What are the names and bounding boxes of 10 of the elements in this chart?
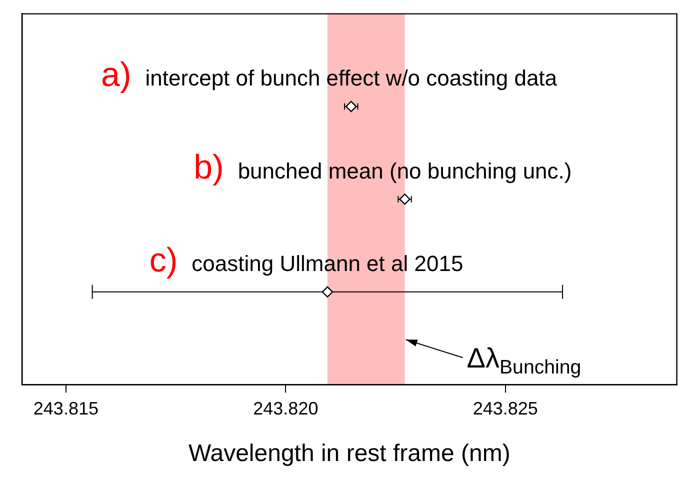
series-label: intercept of bunch effect w/o coasting data — [145, 66, 558, 91]
x-axis-title: Wavelength in rest frame (nm) — [188, 440, 510, 468]
x-tick-label: 243.815 — [33, 398, 98, 418]
series-label: bunched mean (no bunching unc.) — [238, 158, 572, 184]
x-tick-label: 243.825 — [472, 398, 538, 418]
annotation: a) — [101, 56, 132, 94]
annotation: b) — [194, 148, 224, 187]
series-label: coasting Ullmann et al 2015 — [192, 250, 464, 276]
x-tick-label: 243.820 — [253, 398, 318, 418]
annotation: c) — [149, 241, 178, 280]
